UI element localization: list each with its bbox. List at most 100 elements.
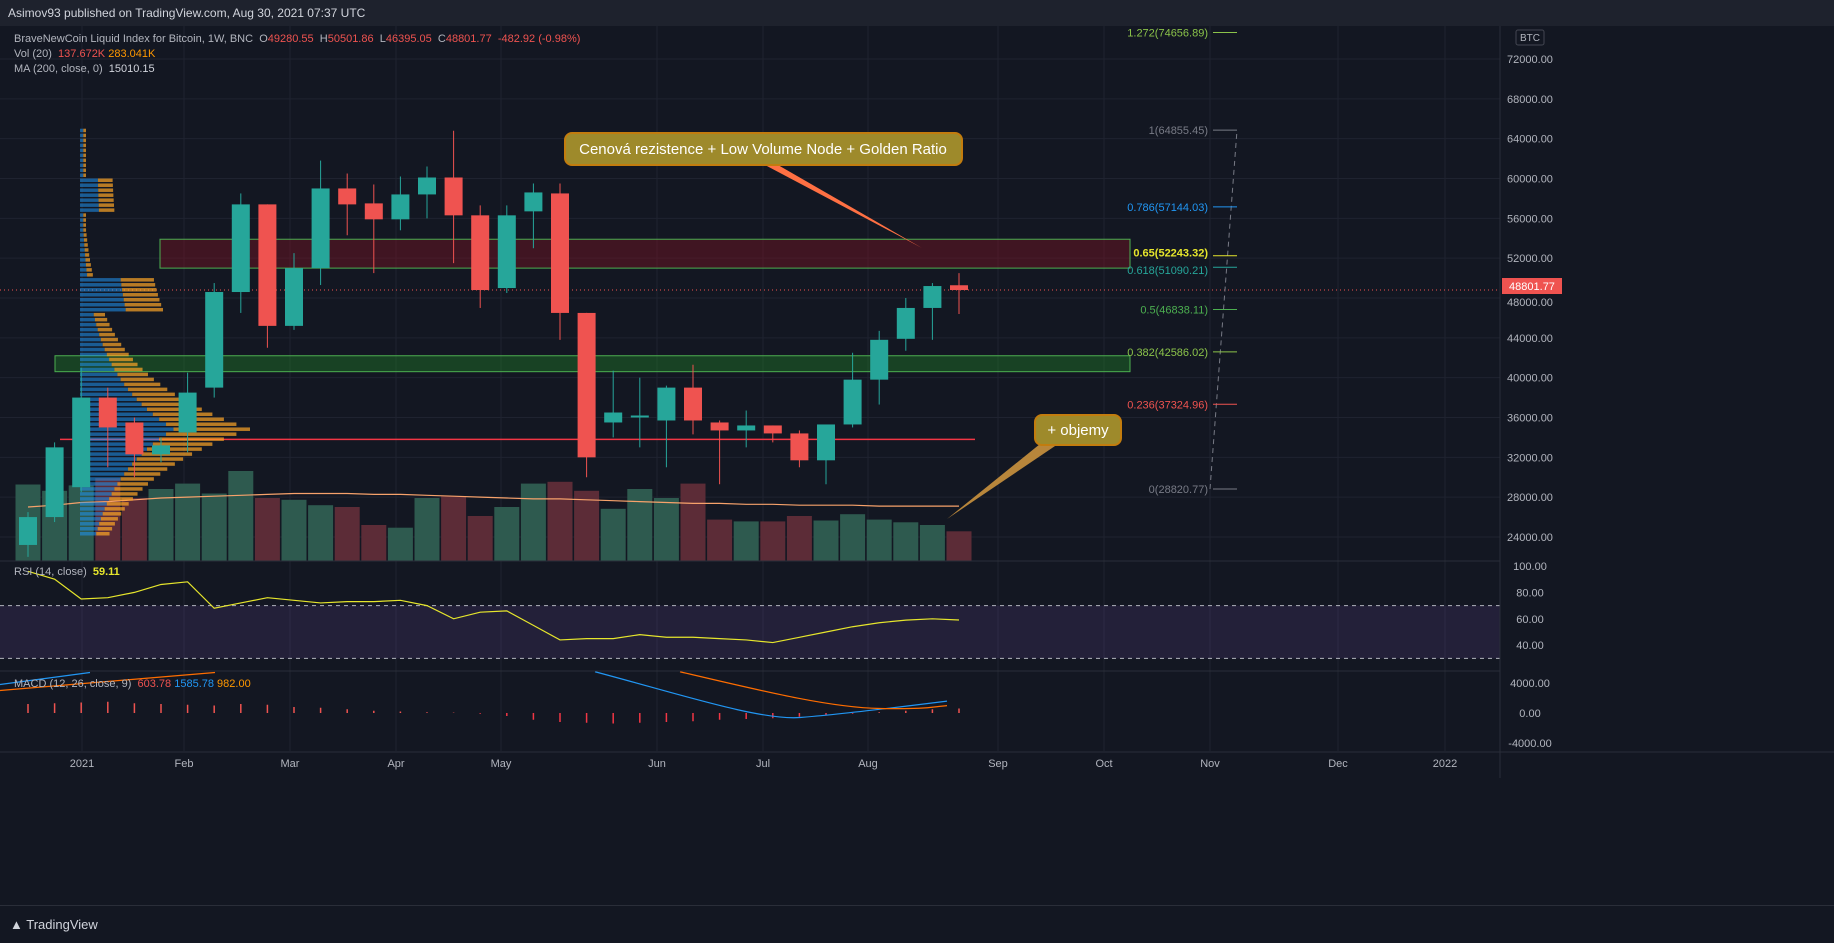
volume-bar xyxy=(733,521,759,561)
profile-bar-up xyxy=(80,288,123,292)
x-tick-label: Nov xyxy=(1200,758,1220,770)
macd-tick-label: 0.00 xyxy=(1519,708,1540,720)
y-tick-label: 52000.00 xyxy=(1507,253,1553,265)
last-price-label: 48801.77 xyxy=(1509,281,1555,293)
profile-bar-down xyxy=(106,352,129,357)
brand-label[interactable]: TradingView xyxy=(26,917,98,932)
profile-bar-up xyxy=(80,302,125,307)
footer: ▲ TradingView xyxy=(0,905,1834,942)
rsi-band xyxy=(0,605,1500,659)
profile-bar-up xyxy=(80,228,84,232)
symbol-name: BraveNewCoin Liquid Index for Bitcoin, 1… xyxy=(14,33,254,45)
annotations[interactable]: Cenová rezistence + Low Volume Node + Go… xyxy=(564,132,1122,519)
profile-bar-down xyxy=(83,133,86,138)
profile-bar-down xyxy=(136,397,184,402)
profile-bar-down xyxy=(98,198,114,202)
profile-bar-up xyxy=(80,512,103,516)
candle-up xyxy=(19,517,37,545)
profile-bar-up xyxy=(80,477,121,481)
symbol-legend[interactable]: BraveNewCoin Liquid Index for Bitcoin, 1… xyxy=(14,32,580,47)
fib-level-label: 0.236(37324.96) xyxy=(1127,399,1208,411)
rsi-legend[interactable]: RSI (14, close) 59.11 xyxy=(14,566,120,578)
volume-ma-line xyxy=(27,492,959,508)
profile-bar-up xyxy=(80,193,99,197)
change-value: -482.92 (-0.98%) xyxy=(497,33,581,45)
profile-bar-up xyxy=(80,138,84,143)
profile-bar-up xyxy=(80,253,86,257)
profile-bar-up xyxy=(80,178,98,182)
profile-bar-up xyxy=(80,168,84,173)
y-tick-label: 44000.00 xyxy=(1507,333,1553,345)
candle-up xyxy=(391,194,410,220)
profile-bar-down xyxy=(83,148,86,153)
fib-level-label: 0.65(52243.32) xyxy=(1133,248,1208,260)
profile-bar-up xyxy=(80,517,101,521)
candle-up xyxy=(72,397,91,488)
volume-bar xyxy=(574,490,600,561)
profile-bar-up xyxy=(80,312,94,317)
profile-bar-down xyxy=(83,163,86,168)
profile-bar-up xyxy=(80,327,98,332)
profile-bar-up xyxy=(80,158,84,163)
candles xyxy=(19,130,968,557)
macd-tick-label: -4000.00 xyxy=(1508,738,1551,750)
y-tick-label: 24000.00 xyxy=(1507,532,1553,544)
fib-level-label: 0.618(51090.21) xyxy=(1127,265,1208,277)
ma-value: 15010.15 xyxy=(108,63,155,75)
profile-bar-down xyxy=(99,332,115,337)
profile-bar-up xyxy=(80,377,121,382)
macd-tick-label: 4000.00 xyxy=(1510,678,1550,690)
profile-bar-down xyxy=(99,522,115,526)
volume-legend[interactable]: Vol (20) 137.672K 283.041K xyxy=(14,47,580,62)
profile-bar-up xyxy=(80,492,112,496)
macd-legend[interactable]: MACD (12, 26, close, 9) 603.78 1585.78 9… xyxy=(14,678,251,690)
profile-bar-down xyxy=(83,128,86,133)
x-tick-label: Mar xyxy=(281,758,300,770)
x-tick-label: Jul xyxy=(756,758,770,770)
candle-up xyxy=(418,177,436,195)
o-label: O xyxy=(259,33,268,45)
h-label: H xyxy=(319,33,328,45)
profile-bar-down xyxy=(83,158,86,163)
profile-bar-up xyxy=(80,258,86,262)
fib-extension[interactable]: 1.272(74656.89) 1(64855.45) 0.786(57144.03… xyxy=(1127,28,1238,496)
profile-bar-up xyxy=(80,357,110,362)
profile-bar-up xyxy=(80,347,105,352)
profile-bar-down xyxy=(120,477,154,481)
profile-bar-down xyxy=(125,307,164,312)
y-tick-label: 72000.00 xyxy=(1507,54,1553,66)
volume-bar xyxy=(228,471,254,561)
profile-bar-down xyxy=(83,168,86,173)
macd-signal-value: 982.00 xyxy=(217,678,251,690)
profile-bar-up xyxy=(80,362,112,367)
profile-bar-down xyxy=(120,377,154,382)
candle-up xyxy=(657,387,676,421)
profile-bar-up xyxy=(80,372,118,377)
macd-value: 1585.78 xyxy=(174,678,214,690)
profile-bar-down xyxy=(83,223,86,227)
profile-bar-up xyxy=(80,163,84,168)
profile-bar-up xyxy=(80,487,115,491)
volume-bar xyxy=(866,519,892,561)
price-chart[interactable]: 1.272(74656.89) 1(64855.45) 0.786(57144.03… xyxy=(0,26,1834,905)
profile-bar-up xyxy=(80,243,85,247)
profile-bar-up xyxy=(80,417,160,421)
x-tick-label: Feb xyxy=(175,758,194,770)
profile-bar-down xyxy=(85,258,90,262)
y-tick-label: 60000.00 xyxy=(1507,173,1553,185)
profile-bar-down xyxy=(121,283,156,287)
profile-bar-down xyxy=(159,437,224,441)
volume-bar xyxy=(387,527,413,561)
profile-bar-down xyxy=(98,183,113,187)
candle-up xyxy=(737,425,756,431)
profile-bar-down xyxy=(83,173,86,178)
candle-up xyxy=(896,307,915,339)
volume-bar xyxy=(760,521,786,561)
profile-bar-up xyxy=(80,422,167,426)
profile-bar-down xyxy=(166,422,237,426)
ma-legend[interactable]: MA (200, close, 0) 15010.15 xyxy=(14,62,580,77)
profile-bar-down xyxy=(98,188,114,192)
volume-bar xyxy=(707,519,733,561)
fib-level-label: 0.786(57144.03) xyxy=(1127,202,1208,214)
volume-bar xyxy=(786,516,812,561)
